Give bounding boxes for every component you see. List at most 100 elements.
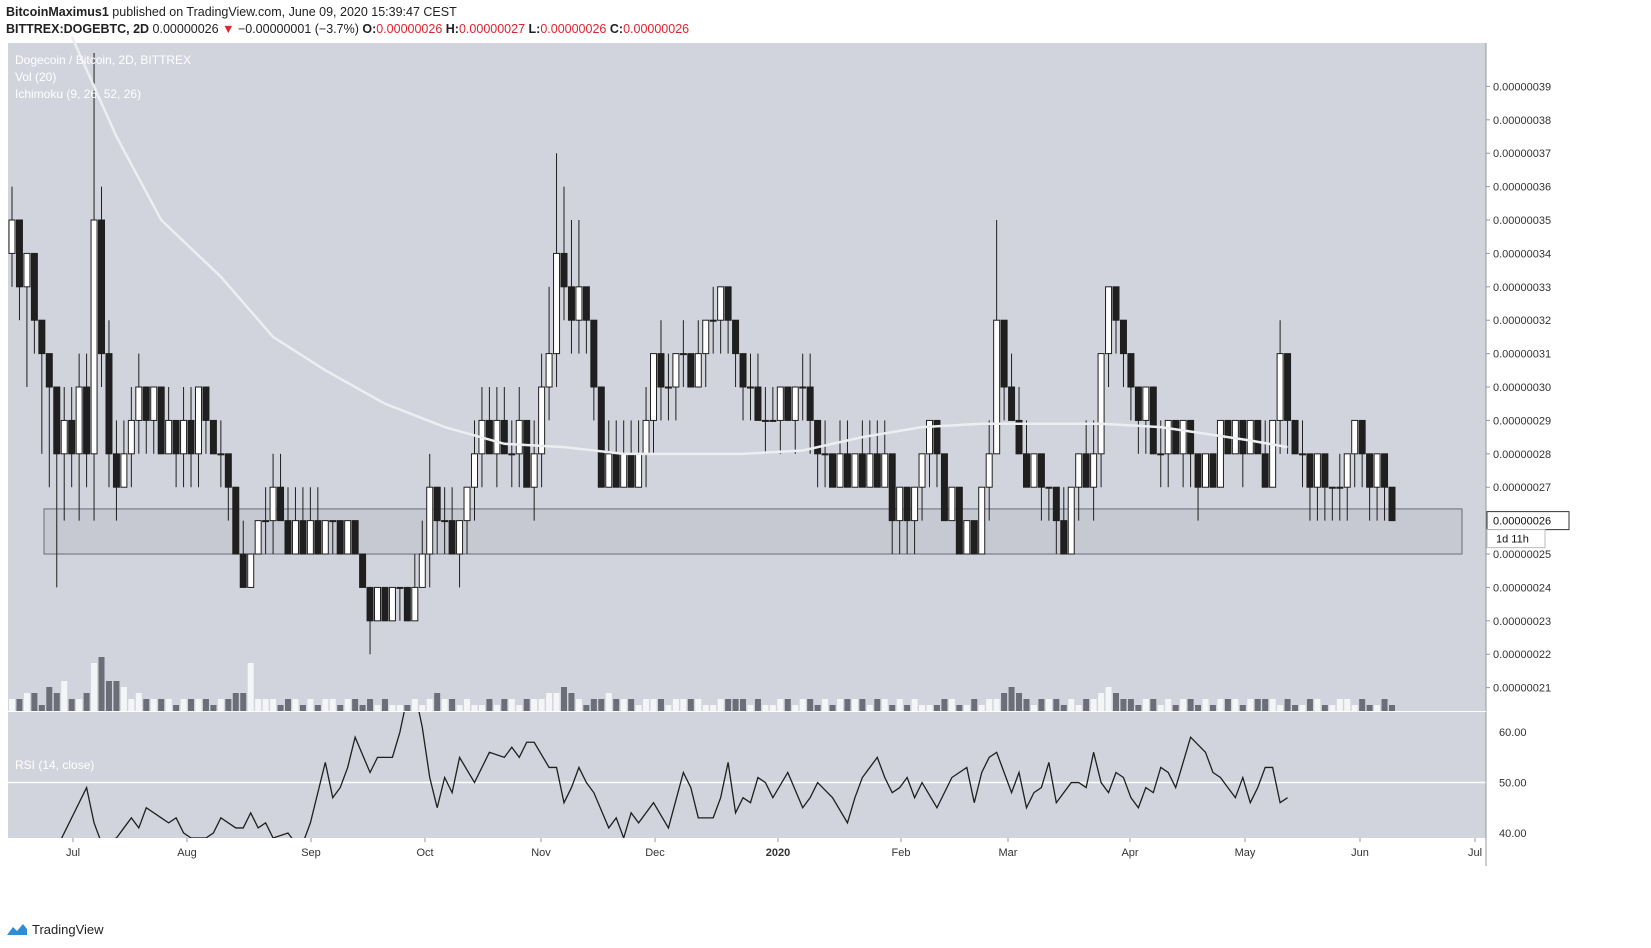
candle-body xyxy=(433,486,441,522)
countdown-label: 1d 11h xyxy=(1496,534,1529,546)
candle-body xyxy=(866,453,874,488)
candle-body xyxy=(1075,453,1083,488)
volume-bar xyxy=(747,705,754,711)
candle-body xyxy=(1112,286,1120,321)
high-value: 0.00000027 xyxy=(458,22,526,36)
author-name[interactable]: BitcoinMaximus1 xyxy=(6,5,109,19)
volume-bar xyxy=(1359,699,1366,711)
time-axis-background xyxy=(8,838,1486,866)
price-tick-label: 0.00000025 xyxy=(1493,549,1551,561)
candle-body xyxy=(1045,486,1053,489)
candle-body xyxy=(1097,353,1105,455)
volume-bar xyxy=(188,699,195,711)
candle-body xyxy=(664,386,672,389)
candle-body xyxy=(165,419,173,455)
candle-body xyxy=(150,386,158,421)
candle-body xyxy=(262,520,270,523)
volume-bar xyxy=(344,699,351,711)
volume-bar xyxy=(568,693,575,711)
candle-body xyxy=(888,453,896,522)
candle-body xyxy=(127,419,135,455)
candle-body xyxy=(791,386,799,421)
candle-body xyxy=(194,386,202,455)
candle-body xyxy=(470,453,478,488)
volume-bar xyxy=(1232,699,1239,711)
candle-body xyxy=(553,252,561,355)
time-tick-label: Feb xyxy=(892,847,911,859)
volume-bar xyxy=(322,699,329,711)
volume-bar xyxy=(1083,699,1090,711)
volume-bar xyxy=(1366,705,1373,711)
price-tick-label: 0.00000030 xyxy=(1493,382,1551,394)
candle-body xyxy=(441,520,449,523)
volume-bar xyxy=(702,705,709,711)
price-pane[interactable] xyxy=(8,35,1486,711)
volume-bar xyxy=(419,705,426,711)
volume-bar xyxy=(1038,699,1045,711)
volume-bar xyxy=(717,699,724,711)
ohlc-line: BITTREX:DOGEBTC, 2D 0.00000026 ▼ −0.0000… xyxy=(6,21,689,38)
candle-body xyxy=(1194,453,1202,488)
candle-body xyxy=(1373,453,1381,488)
volume-bar xyxy=(486,699,493,711)
low-value: 0.00000026 xyxy=(540,22,607,36)
candle-body xyxy=(724,286,732,321)
open-label: O: xyxy=(362,22,377,36)
volume-bar xyxy=(1195,705,1202,711)
candle-body xyxy=(1157,453,1165,456)
volume-bar xyxy=(1224,699,1231,711)
candle-body xyxy=(291,520,299,555)
candle-body xyxy=(1254,419,1262,455)
candle-body xyxy=(172,419,180,455)
volume-bar xyxy=(150,699,157,711)
candle-body xyxy=(963,520,971,555)
candle-body xyxy=(829,453,837,488)
candle-body xyxy=(60,419,68,455)
candle-body xyxy=(650,353,658,421)
volume-bar xyxy=(948,699,955,711)
symbol-label[interactable]: BITTREX:DOGEBTC, 2D xyxy=(6,22,150,36)
candle-body xyxy=(679,353,687,356)
volume-bar xyxy=(135,693,142,711)
candle-body xyxy=(1261,453,1269,488)
chart-header: BitcoinMaximus1 published on TradingView… xyxy=(6,4,689,38)
volume-bar xyxy=(665,705,672,711)
volume-bar xyxy=(926,705,933,711)
volume-bar xyxy=(464,699,471,711)
price-tick-label: 0.00000033 xyxy=(1493,282,1551,294)
volume-bar xyxy=(493,705,500,711)
volume-bar xyxy=(441,699,448,711)
candle-body xyxy=(970,520,978,555)
volume-bar xyxy=(1016,693,1023,711)
candle-body xyxy=(799,386,807,389)
volume-bar xyxy=(769,705,776,711)
candle-body xyxy=(1000,319,1008,388)
candle-body xyxy=(642,419,650,455)
rsi-pane[interactable] xyxy=(8,692,1486,848)
volume-bar xyxy=(1299,705,1306,711)
candle-body xyxy=(1216,419,1224,488)
volume-bar xyxy=(896,699,903,711)
candle-body xyxy=(329,520,337,523)
candle-body xyxy=(784,386,792,421)
footer-brand[interactable]: TradingView xyxy=(6,922,104,937)
candle-body xyxy=(75,386,83,455)
volume-bar xyxy=(173,705,180,711)
volume-bar xyxy=(1113,693,1119,711)
candle-body xyxy=(776,386,784,421)
volume-bar xyxy=(105,681,112,711)
volume-bar xyxy=(598,699,605,711)
candle-body xyxy=(1306,453,1314,488)
candle-body xyxy=(403,586,411,622)
time-tick-label: Aug xyxy=(177,847,197,859)
volume-bar xyxy=(620,699,627,711)
ichimoku-indicator-label: Ichimoku (9, 26, 52, 26) xyxy=(15,87,142,101)
volume-bar xyxy=(784,699,791,711)
price-tick-label: 0.00000024 xyxy=(1493,582,1551,594)
candle-body xyxy=(45,353,53,388)
candle-body xyxy=(545,353,553,388)
pane-title: Dogecoin / Bitcoin, 2D, BITTREX xyxy=(15,53,192,67)
candle-body xyxy=(1164,419,1172,455)
candle-body xyxy=(1090,453,1098,488)
